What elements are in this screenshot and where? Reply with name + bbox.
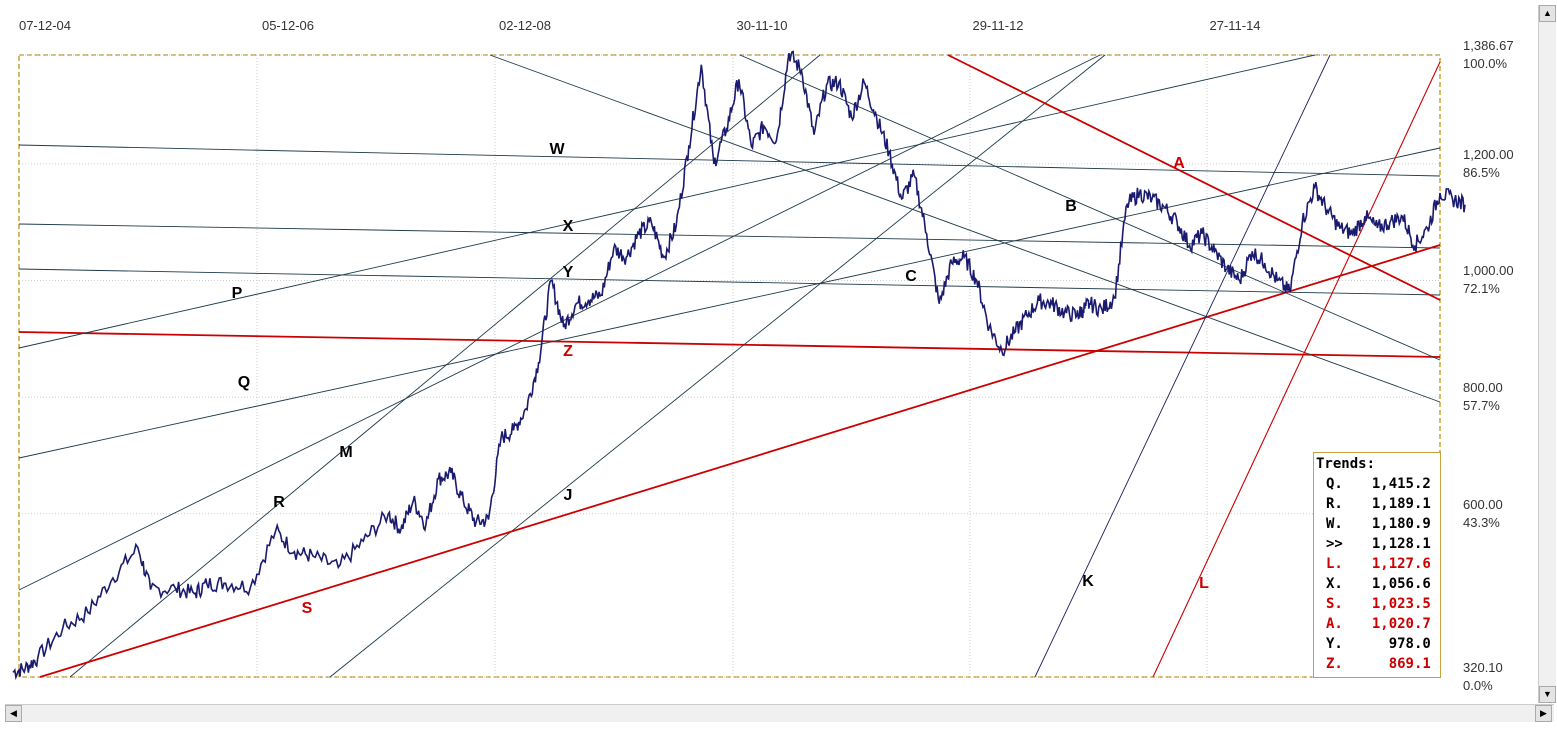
trend-label-c: C xyxy=(905,268,917,285)
y-tick-percent: 86.5% xyxy=(1463,164,1500,180)
legend-entry-value: 1,180.9 xyxy=(1371,516,1431,532)
trendline xyxy=(489,54,1441,403)
legend-entry-label: A. xyxy=(1326,616,1343,632)
trend-label-r: R xyxy=(273,494,285,511)
y-tick-percent: 43.3% xyxy=(1463,514,1500,530)
y-tick-percent: 72.1% xyxy=(1463,281,1500,297)
trendline xyxy=(18,54,1101,591)
x-tick-label: 05-12-06 xyxy=(261,18,315,33)
legend-entry-label: R. xyxy=(1326,496,1343,512)
y-tick-percent: 57.7% xyxy=(1463,398,1500,414)
y-tick-value: 320.10 xyxy=(1463,660,1503,675)
trend-label-k: K xyxy=(1082,573,1094,590)
trendlines xyxy=(18,54,1441,678)
trend-label-y: Y xyxy=(562,264,574,281)
trendline xyxy=(1034,54,1331,678)
trend-label-a: A xyxy=(1173,155,1185,172)
trend-label-m: M xyxy=(339,444,353,461)
trend-label-b: B xyxy=(1065,198,1077,215)
trend-label-s: S xyxy=(301,600,313,617)
legend-entry-value: 1,056.6 xyxy=(1371,576,1431,592)
y-tick-value: 1,386.67 xyxy=(1463,38,1514,53)
legend-entry-label: Y. xyxy=(1326,636,1343,652)
trendline xyxy=(18,268,1441,296)
legend-entry-value: 1,415.2 xyxy=(1371,476,1431,492)
legend-entry: S. 1,023.5 xyxy=(1326,596,1431,612)
y-tick-percent: 0.0% xyxy=(1463,678,1493,693)
legend-entry-value: 978.0 xyxy=(1388,636,1431,652)
legend-entry-label: L. xyxy=(1326,556,1343,572)
legend-entry-label: X. xyxy=(1326,576,1343,592)
legend-title: Trends: xyxy=(1316,456,1376,472)
trend-label-l: L xyxy=(1199,575,1209,592)
trendline xyxy=(39,244,1441,678)
legend-entry-label: Z. xyxy=(1326,656,1343,672)
trend-label-z: Z xyxy=(563,343,573,360)
legend-entry-value: 869.1 xyxy=(1388,656,1431,672)
triangle-right-icon[interactable]: ▶ xyxy=(1535,705,1552,722)
trendline xyxy=(18,147,1441,459)
legend-entry: W. 1,180.9 xyxy=(1326,516,1431,532)
legend-entry-value: 1,127.6 xyxy=(1371,556,1431,572)
trendline xyxy=(18,331,1441,358)
triangle-up-icon[interactable]: ▲ xyxy=(1539,5,1556,22)
legend-entry: A. 1,020.7 xyxy=(1326,616,1431,632)
y-tick-value: 1,200.00 xyxy=(1463,146,1514,162)
triangle-left-icon[interactable]: ◀ xyxy=(5,705,22,722)
trendline xyxy=(18,54,1316,349)
y-tick-value: 1,000.00 xyxy=(1463,263,1514,279)
legend-entry-label: Q. xyxy=(1326,476,1343,492)
x-tick-label: 29-11-12 xyxy=(972,18,1024,33)
legend-entry: Y. 978.0 xyxy=(1326,636,1431,652)
trend-label-q: Q xyxy=(237,374,251,391)
y-tick-value: 600.00 xyxy=(1463,496,1503,512)
legend-entry-value: 1,128.1 xyxy=(1371,536,1431,552)
legend-entry: >> 1,128.1 xyxy=(1326,536,1431,552)
trends-legend: Trends: Q. 1,415.2 R. 1,189.1 W. 1,180.9 >> 1,1… xyxy=(1313,452,1441,678)
trendline xyxy=(18,144,1441,177)
x-tick-label: 27-11-14 xyxy=(1209,18,1261,33)
horizontal-scrollbar[interactable]: ◀ ▶ xyxy=(5,704,1554,722)
legend-entry: X. 1,056.6 xyxy=(1326,576,1431,592)
x-tick-label: 02-12-08 xyxy=(498,18,552,33)
x-tick-label: 30-11-10 xyxy=(736,18,788,33)
vertical-scrollbar[interactable]: ▲ ▼ xyxy=(1538,5,1556,703)
legend-entry-label: S. xyxy=(1326,596,1343,612)
trendline xyxy=(739,54,1441,361)
trendline xyxy=(329,54,1106,678)
trendline xyxy=(69,54,821,678)
triangle-down-icon[interactable]: ▼ xyxy=(1539,686,1556,703)
trend-label-w: W xyxy=(549,141,565,158)
legend-entry-label: W. xyxy=(1326,516,1343,532)
legend-entry-value: 1,189.1 xyxy=(1371,496,1431,512)
plot-frame xyxy=(18,54,1441,678)
legend-entry-value: 1,020.7 xyxy=(1371,616,1431,632)
x-tick-label: 07-12-04 xyxy=(18,18,72,33)
legend-entry-label: >> xyxy=(1326,536,1343,552)
y-tick-value: 800.00 xyxy=(1463,380,1503,396)
legend-entry: L. 1,127.6 xyxy=(1326,556,1431,572)
trendline xyxy=(1152,61,1441,678)
legend-entry: R. 1,189.1 xyxy=(1326,496,1431,512)
y-tick-percent: 100.0% xyxy=(1463,56,1508,71)
legend-entry-value: 1,023.5 xyxy=(1371,596,1431,612)
price-series-line xyxy=(12,50,1466,681)
legend-entry: Q. 1,415.2 xyxy=(1326,476,1431,492)
trendline xyxy=(947,54,1441,301)
trend-label-p: P xyxy=(231,285,243,302)
trendline xyxy=(18,223,1441,249)
legend-entry: Z. 869.1 xyxy=(1326,656,1431,672)
trend-label-j: J xyxy=(563,487,573,504)
trend-label-x: X xyxy=(562,218,574,235)
